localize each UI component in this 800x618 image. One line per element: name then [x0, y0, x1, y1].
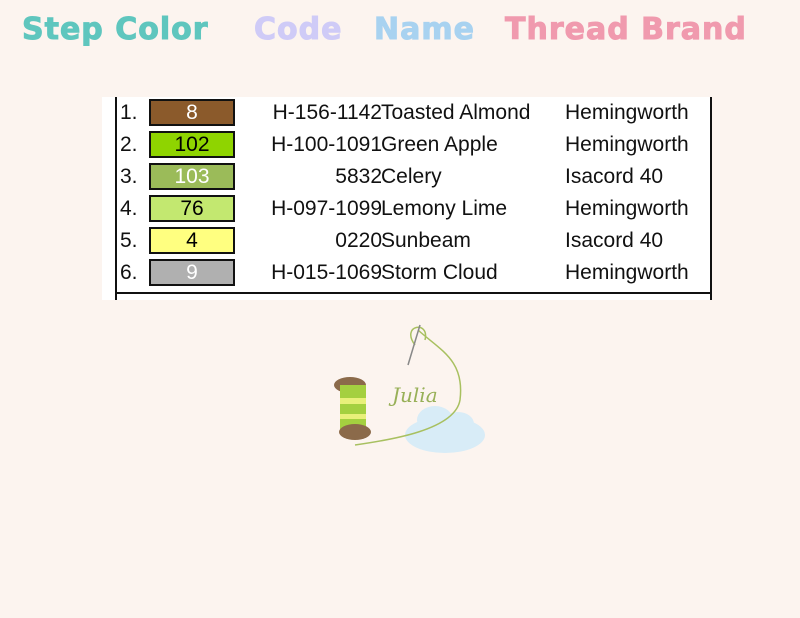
table-border-right — [710, 97, 712, 300]
table-row: 6. 9 H-015-1069 Storm Cloud Hemingworth — [102, 257, 712, 289]
step-number: 6. — [120, 261, 138, 284]
table-row: 3. 103 5832 Celery Isacord 40 — [102, 161, 712, 193]
color-swatch: 9 — [149, 259, 235, 286]
step-number: 4. — [120, 197, 138, 220]
thread-code: H-015-1069 — [271, 261, 382, 284]
table-row: 2. 102 H-100-1091 Green Apple Hemingwort… — [102, 129, 712, 161]
header-step-color: Step Color — [22, 12, 209, 48]
step-number: 5. — [120, 229, 138, 252]
thread-spool-icon — [334, 377, 371, 440]
thread-name: Green Apple — [381, 133, 498, 156]
step-number: 3. — [120, 165, 138, 188]
thread-brand: Isacord 40 — [565, 229, 664, 252]
thread-code: H-156-1142 — [272, 101, 382, 124]
thread-brand: Hemingworth — [565, 197, 689, 220]
thread-brand: Isacord 40 — [565, 165, 664, 188]
julia-logo: Julia — [334, 324, 485, 453]
needle-icon — [407, 324, 421, 366]
thread-name: Celery — [381, 165, 442, 188]
color-swatch: 103 — [149, 163, 235, 190]
color-swatch: 102 — [149, 131, 235, 158]
thread-brand: Hemingworth — [565, 133, 689, 156]
thread-code: H-097-1099 — [271, 197, 382, 220]
thread-name: Sunbeam — [381, 229, 471, 252]
step-number: 1. — [120, 101, 138, 124]
color-swatch: 4 — [149, 227, 235, 254]
logo-text: Julia — [388, 383, 438, 407]
color-swatch: 76 — [149, 195, 235, 222]
color-swatch: 8 — [149, 99, 235, 126]
thread-name: Storm Cloud — [381, 261, 498, 284]
thread-code: H-100-1091 — [271, 133, 382, 156]
header-name: Name — [374, 12, 475, 48]
thread-brand: Hemingworth — [565, 261, 689, 284]
table-border-bottom — [115, 292, 712, 294]
table-border-left — [115, 97, 117, 300]
thread-name: Lemony Lime — [381, 197, 508, 220]
header-code: Code — [253, 12, 343, 48]
thread-name: Toasted Almond — [381, 101, 531, 124]
table-row: 1. 8 H-156-1142 Toasted Almond Hemingwor… — [102, 97, 712, 129]
thread-brand: Hemingworth — [565, 101, 689, 124]
table-row: 4. 76 H-097-1099 Lemony Lime Hemingworth — [102, 193, 712, 225]
header-thread-brand: Thread Brand — [505, 12, 747, 48]
thread-code: 0220 — [335, 229, 382, 252]
step-number: 2. — [120, 133, 138, 156]
thread-code: 5832 — [335, 165, 382, 188]
table-row: 5. 4 0220 Sunbeam Isacord 40 — [102, 225, 712, 257]
thread-color-table: 1. 8 H-156-1142 Toasted Almond Hemingwor… — [102, 97, 712, 300]
